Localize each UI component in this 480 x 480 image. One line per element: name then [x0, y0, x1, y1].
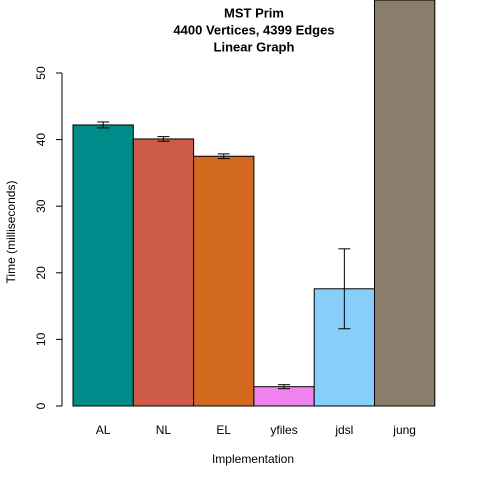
- bar: [253, 386, 315, 407]
- y-tick-label: 50: [34, 66, 48, 80]
- x-tick-label: AL: [96, 423, 111, 437]
- chart-title: MST Prim: [224, 5, 284, 20]
- chart-title: Linear Graph: [214, 39, 295, 54]
- y-tick-label: 40: [34, 133, 48, 147]
- bar: [132, 138, 195, 407]
- x-tick-label: jdsl: [334, 423, 353, 437]
- bar: [72, 124, 134, 407]
- x-axis-label: Implementation: [212, 452, 294, 466]
- x-tick-label: jung: [392, 423, 416, 437]
- x-tick-label: yfiles: [270, 423, 297, 437]
- y-axis-label: Time (milliseconds): [4, 181, 18, 284]
- bar: [193, 155, 255, 407]
- y-tick-label: 20: [34, 266, 48, 280]
- bar: [374, 0, 436, 407]
- chart-title: 4400 Vertices, 4399 Edges: [173, 22, 334, 37]
- x-tick-label: NL: [156, 423, 172, 437]
- x-tick-label: EL: [216, 423, 231, 437]
- y-tick-label: 10: [34, 332, 48, 346]
- y-tick-label: 0: [34, 402, 48, 409]
- y-tick-label: 30: [34, 199, 48, 213]
